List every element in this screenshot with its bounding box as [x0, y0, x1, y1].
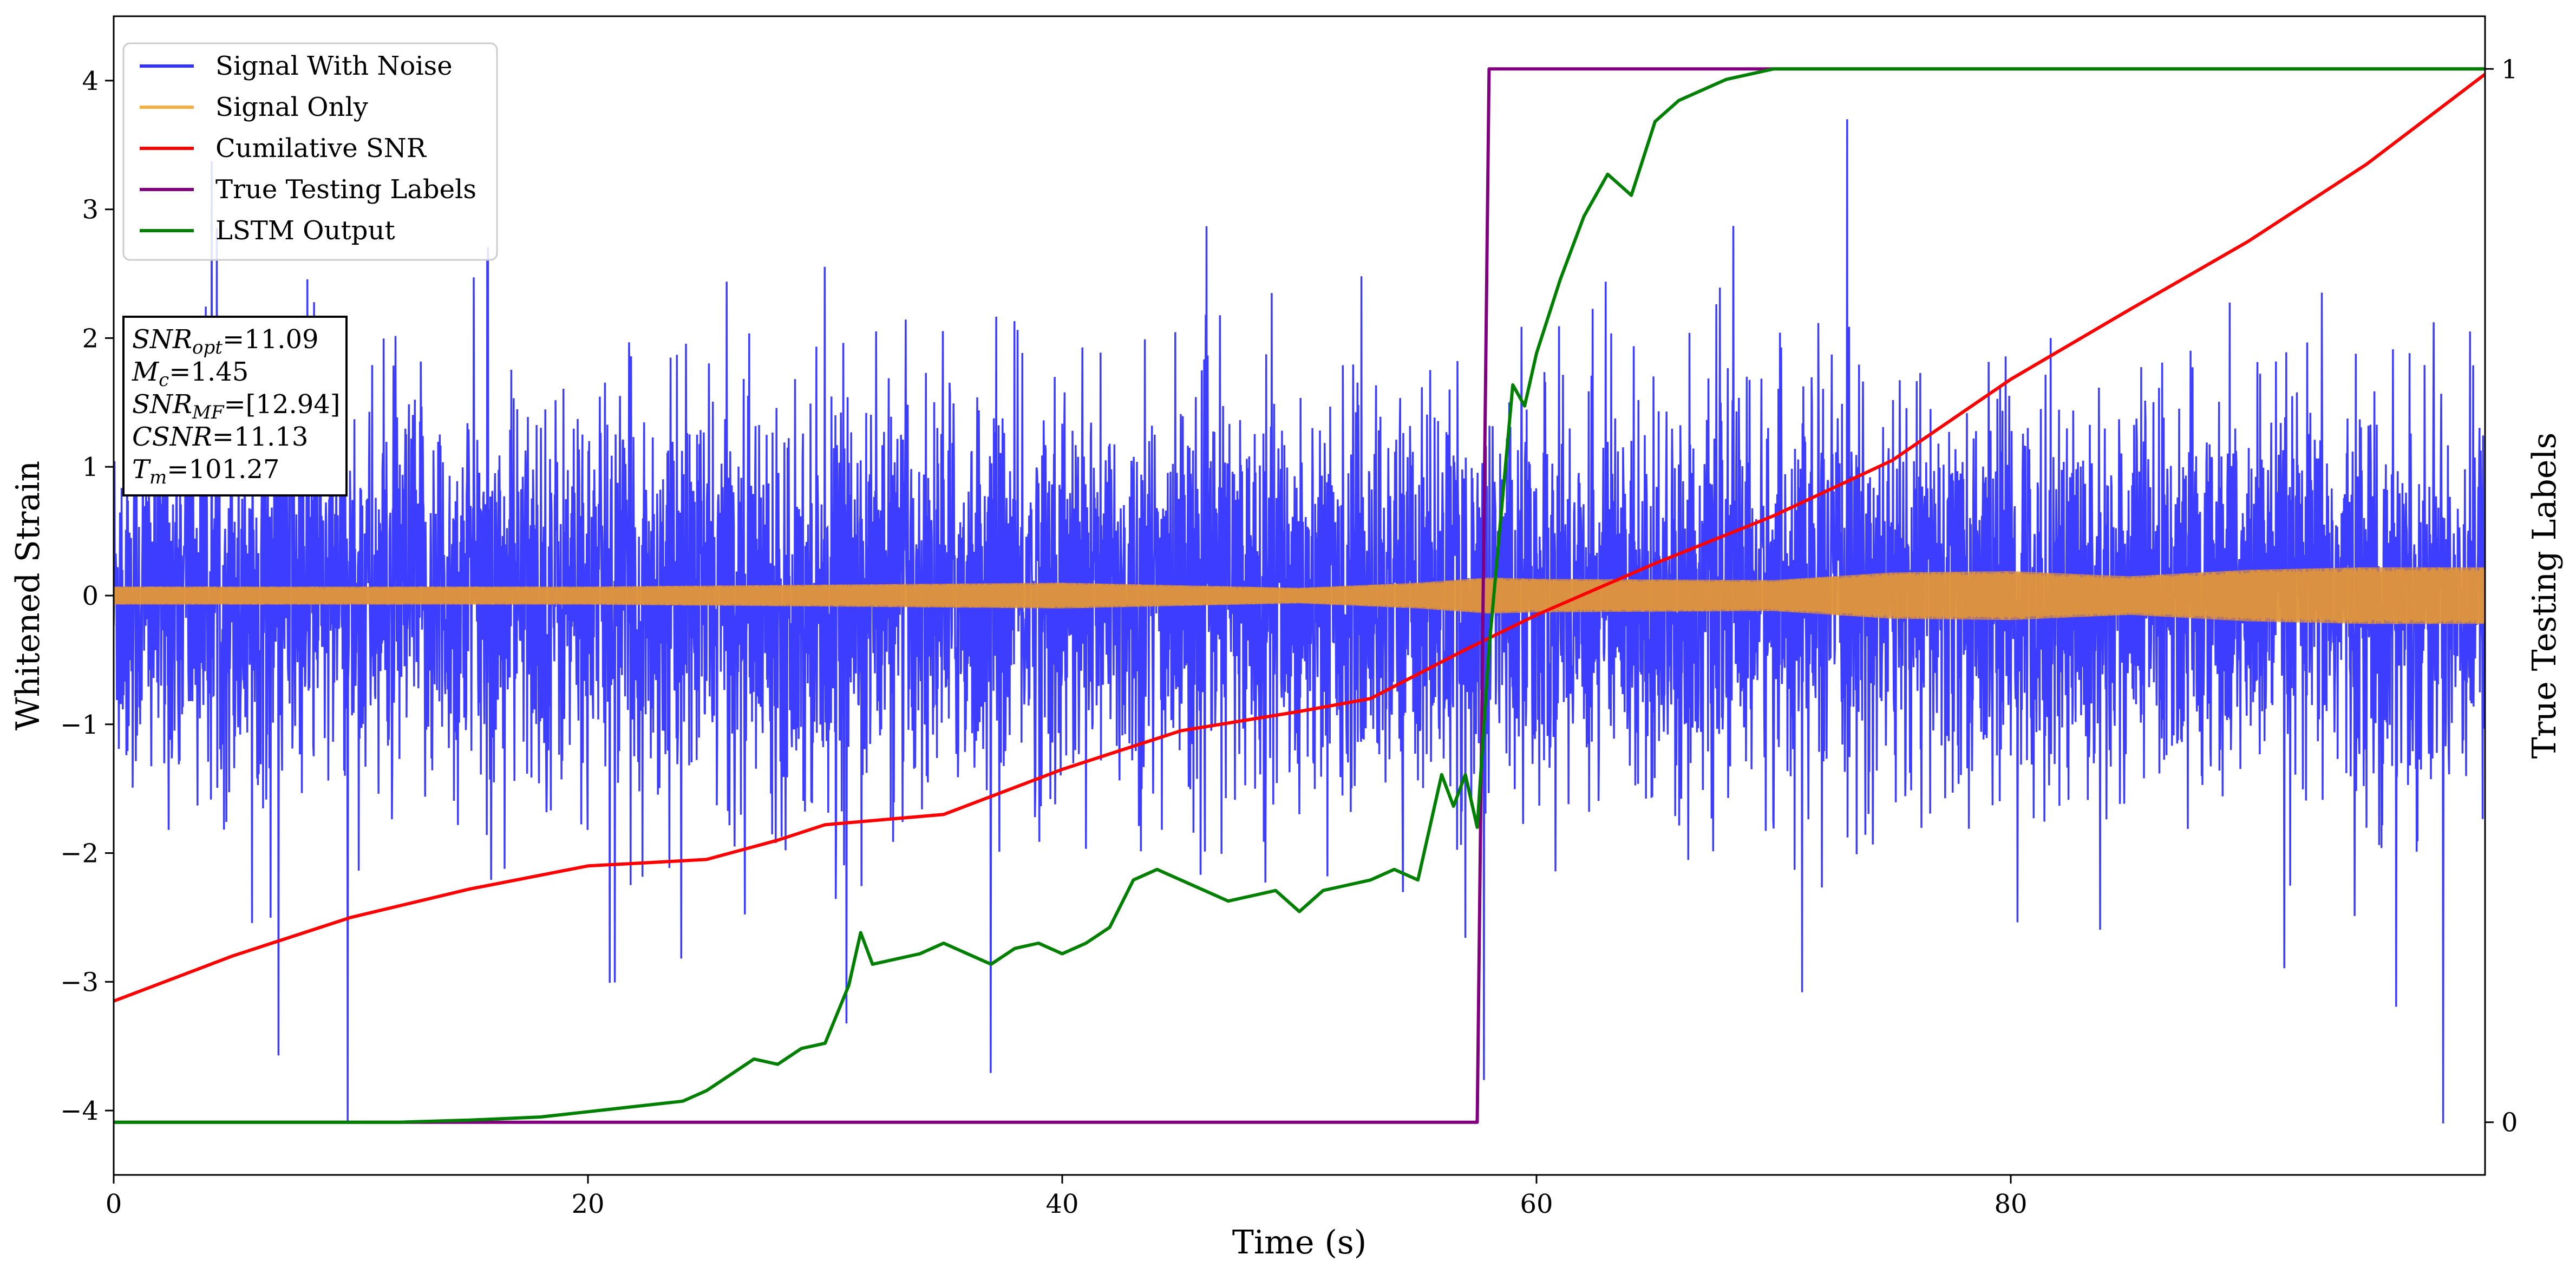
x-tick-label: 60 [1520, 1189, 1553, 1219]
stats-frame [122, 316, 348, 496]
y-tick-label: −4 [60, 1096, 99, 1126]
series-signal-only [114, 567, 2485, 624]
x-tick-label: 20 [571, 1189, 604, 1219]
series-line [114, 73, 2485, 1003]
legend-label: LSTM Output [215, 215, 395, 246]
series-line [114, 67, 2485, 1124]
stats-line: CSNR=11.13 [132, 422, 308, 452]
y2-axis-title: True Testing Labels [2526, 433, 2564, 759]
legend-box [122, 42, 498, 261]
stats-line: SNRopt=11.09 [132, 324, 319, 358]
noise-trace [114, 119, 2485, 1123]
series-signal-with-noise [114, 119, 2485, 1123]
stats-line: Tm=101.27 [132, 454, 279, 488]
y-tick-label: −2 [60, 839, 99, 869]
y-tick-label: 1 [82, 452, 99, 482]
series-lstm-output [114, 67, 2485, 1124]
y2-tick-label: 0 [2501, 1108, 2518, 1138]
stats-box: SNRopt=11.09Mc=1.45SNRMF=[12.94]CSNR=11.… [122, 316, 348, 496]
legend-label: Signal Only [215, 92, 368, 122]
y-tick-label: 3 [82, 195, 99, 225]
plot-area [114, 67, 2485, 1124]
y-tick-label: 0 [82, 581, 99, 611]
legend-label: Signal With Noise [215, 51, 453, 81]
x-tick-label: 0 [106, 1189, 122, 1219]
stats-line: Mc=1.45 [132, 357, 249, 391]
y-tick-label: −1 [60, 710, 99, 740]
legend: Signal With Noise Signal Only Cumilative S… [122, 42, 498, 261]
legend-label: Cumilative SNR [215, 133, 427, 164]
y-tick-label: 4 [82, 66, 99, 96]
x-tick-label: 80 [1994, 1189, 2027, 1219]
y-axis-title: Whitened Strain [9, 461, 47, 730]
y2-tick-label: 1 [2501, 54, 2518, 84]
x-axis-title: Time (s) [1232, 1224, 1367, 1262]
y-tick-label: 2 [82, 323, 99, 354]
signal-band [114, 567, 2485, 624]
legend-label: True Testing Labels [215, 174, 476, 205]
series-cumilative-snr [114, 73, 2485, 1003]
stats-line: SNRMF=[12.94] [132, 389, 341, 423]
y-tick-label: −3 [60, 967, 99, 997]
x-tick-label: 40 [1045, 1189, 1078, 1219]
